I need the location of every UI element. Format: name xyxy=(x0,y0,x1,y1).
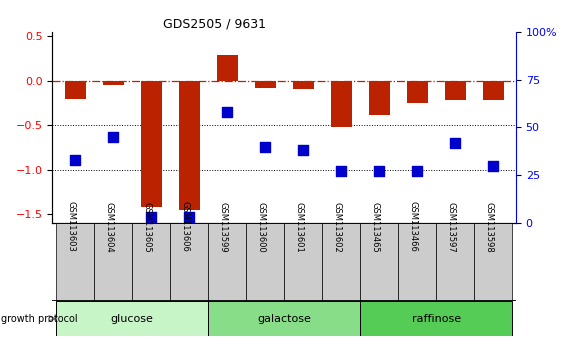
Text: raffinose: raffinose xyxy=(412,314,461,324)
Bar xyxy=(208,301,360,336)
Text: GSM113605: GSM113605 xyxy=(142,201,151,252)
Bar xyxy=(170,223,208,301)
Bar xyxy=(398,223,436,301)
Text: GSM113606: GSM113606 xyxy=(180,201,189,252)
Point xyxy=(374,169,384,174)
Point xyxy=(336,169,346,174)
Bar xyxy=(436,223,474,301)
Text: glucose: glucose xyxy=(111,314,154,324)
Bar xyxy=(368,81,389,115)
Bar xyxy=(65,81,86,98)
Bar xyxy=(293,81,314,89)
Bar xyxy=(331,81,352,127)
Bar xyxy=(208,223,246,301)
Bar xyxy=(483,81,504,100)
Text: GSM113597: GSM113597 xyxy=(446,201,455,252)
Bar xyxy=(57,301,208,336)
Text: GSM113465: GSM113465 xyxy=(370,201,379,252)
Text: GSM113599: GSM113599 xyxy=(218,201,227,252)
Bar xyxy=(360,223,398,301)
Text: growth protocol: growth protocol xyxy=(1,314,77,324)
Point xyxy=(298,148,308,153)
Bar xyxy=(246,223,284,301)
Text: GSM113598: GSM113598 xyxy=(484,201,493,252)
Bar xyxy=(474,223,512,301)
Point xyxy=(451,140,460,145)
Bar xyxy=(94,223,132,301)
Bar xyxy=(285,223,322,301)
Bar xyxy=(322,223,360,301)
Text: GSM113602: GSM113602 xyxy=(332,201,341,252)
Text: GSM113604: GSM113604 xyxy=(104,201,113,252)
Bar xyxy=(407,81,427,103)
Bar xyxy=(255,81,276,88)
Bar xyxy=(103,81,124,85)
Point xyxy=(413,169,422,174)
Point xyxy=(261,144,270,149)
Text: GSM113603: GSM113603 xyxy=(66,201,75,252)
Bar xyxy=(217,55,238,81)
Bar xyxy=(360,301,512,336)
Text: GDS2505 / 9631: GDS2505 / 9631 xyxy=(163,17,266,30)
Text: GSM113466: GSM113466 xyxy=(408,201,417,252)
Point xyxy=(108,134,118,140)
Point xyxy=(223,109,232,115)
Point xyxy=(71,157,80,163)
Bar xyxy=(57,223,94,301)
Bar xyxy=(179,81,200,210)
Bar xyxy=(132,223,170,301)
Text: galactose: galactose xyxy=(257,314,311,324)
Bar xyxy=(445,81,466,100)
Text: GSM113601: GSM113601 xyxy=(294,201,303,252)
Point xyxy=(489,163,498,169)
Text: GSM113600: GSM113600 xyxy=(256,201,265,252)
Point xyxy=(146,215,156,220)
Bar xyxy=(141,81,161,207)
Point xyxy=(185,215,194,220)
